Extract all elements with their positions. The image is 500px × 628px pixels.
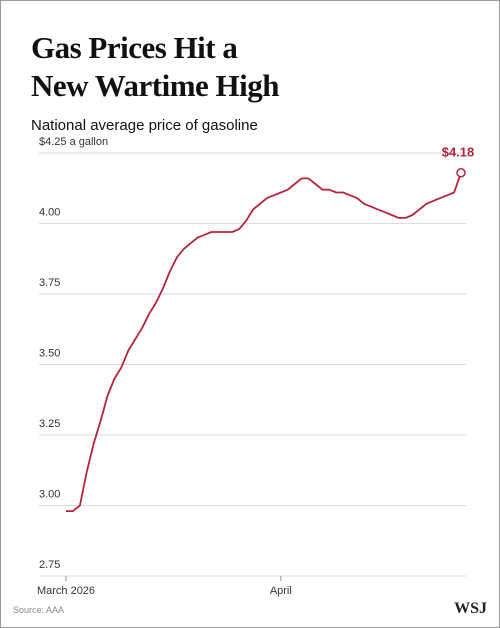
y-tick-label: 2.75 bbox=[39, 559, 60, 571]
end-point bbox=[456, 167, 466, 178]
line bbox=[66, 172, 462, 512]
chart-subtitle: National average price of gasoline bbox=[31, 117, 258, 134]
y-tick-label: 4.00 bbox=[39, 207, 60, 219]
chart-title: Gas Prices Hit a New Wartime High bbox=[31, 30, 280, 103]
logo: WSJ bbox=[454, 600, 487, 617]
y-tick-label: 3.50 bbox=[39, 348, 60, 360]
value-label: $4.18 bbox=[442, 145, 475, 160]
x-tick-label: March 2026 bbox=[37, 585, 95, 597]
y-tick-label: $4.25 a gallon bbox=[39, 136, 108, 148]
y-tick-label: 3.00 bbox=[39, 489, 60, 501]
source: Source: AAA bbox=[13, 605, 64, 615]
x-tick-label: April bbox=[270, 585, 292, 597]
y-tick-label: 3.75 bbox=[39, 277, 60, 289]
y-tick-label: 3.25 bbox=[39, 418, 60, 430]
